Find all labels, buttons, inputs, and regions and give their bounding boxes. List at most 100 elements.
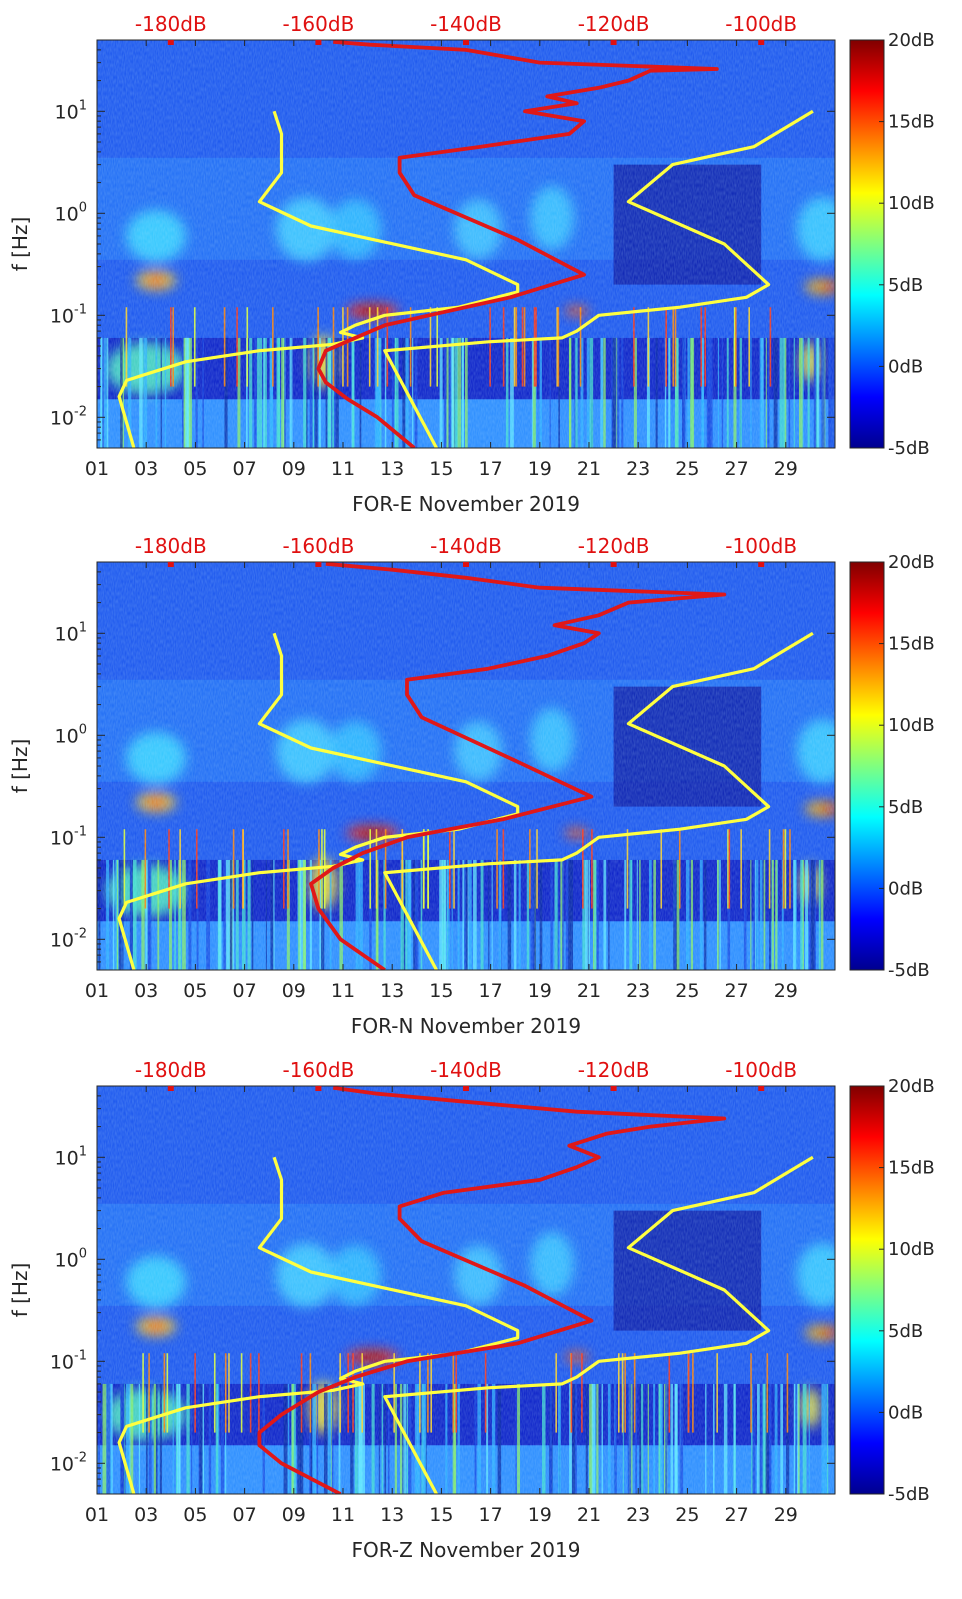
- colorbar-tick-label: 15dB: [888, 112, 935, 133]
- y-tick-label: 10-2: [50, 1450, 87, 1475]
- y-tick-base: 10: [50, 1453, 74, 1475]
- top-db-tick-label: -160dB: [282, 534, 354, 558]
- y-tick-label: 10-1: [50, 302, 87, 327]
- x-tick-label: 11: [331, 1504, 355, 1526]
- x-tick-label: 07: [233, 1504, 257, 1526]
- y-tick-base: 10: [55, 203, 79, 225]
- x-tick-label: 17: [479, 1504, 503, 1526]
- x-axis-label: FOR-Z November 2019: [352, 1538, 581, 1562]
- top-db-tick: [463, 562, 469, 567]
- top-db-tick-label: -180dB: [135, 1058, 207, 1082]
- y-tick-label: 101: [55, 1144, 87, 1169]
- top-db-tick-label: -120dB: [578, 12, 650, 36]
- y-tick-label: 101: [55, 620, 87, 645]
- top-db-tick: [610, 562, 617, 567]
- colorbar-tick-label: 5dB: [888, 797, 923, 818]
- x-tick-label: 27: [725, 458, 749, 480]
- colorbar: [849, 1085, 885, 1495]
- x-tick-label: 21: [577, 458, 601, 480]
- y-tick-label: 10-1: [50, 824, 87, 849]
- colorbar-tick-label: 0dB: [888, 878, 923, 899]
- colorbar-tick-label: 0dB: [888, 1402, 923, 1423]
- x-tick-label: 07: [233, 980, 257, 1002]
- median-psd-curve: [309, 562, 727, 970]
- y-tick-base: 10: [50, 305, 74, 327]
- y-tick-exponent: 0: [79, 1246, 87, 1261]
- top-db-tick-label: -140dB: [430, 534, 502, 558]
- colorbar-tick-label: 0dB: [888, 356, 923, 377]
- top-db-tick: [610, 1086, 617, 1091]
- top-db-tick: [758, 40, 765, 45]
- x-tick-label: 15: [429, 1504, 453, 1526]
- y-tick-base: 10: [55, 1147, 79, 1169]
- x-tick-label: 27: [725, 1504, 749, 1526]
- x-tick-label: 25: [675, 458, 699, 480]
- x-tick-label: 11: [331, 458, 355, 480]
- x-tick-label: 01: [85, 1504, 109, 1526]
- x-tick-label: 17: [479, 458, 503, 480]
- x-tick-label: 05: [183, 1504, 207, 1526]
- y-tick-base: 10: [50, 929, 74, 951]
- top-db-tick-label: -180dB: [135, 12, 207, 36]
- top-db-tick: [167, 562, 174, 567]
- colorbar-tick-label: 5dB: [888, 1321, 923, 1342]
- x-tick-label: 29: [774, 458, 798, 480]
- colorbar: [849, 561, 885, 971]
- y-tick-exponent: -1: [74, 824, 87, 839]
- x-tick-label: 13: [380, 458, 404, 480]
- x-tick-label: 17: [479, 980, 503, 1002]
- x-tick-label: 29: [774, 1504, 798, 1526]
- top-db-tick-label: -120dB: [578, 534, 650, 558]
- x-tick-label: 21: [577, 1504, 601, 1526]
- x-tick-label: 13: [380, 980, 404, 1002]
- top-db-tick: [463, 40, 469, 45]
- noise-model-high-curve: [383, 1155, 814, 1494]
- top-db-tick-label: -180dB: [135, 534, 207, 558]
- noise-model-low-curve: [117, 1156, 520, 1494]
- x-tick-label: 03: [134, 980, 158, 1002]
- y-tick-label: 10-2: [50, 926, 87, 951]
- top-db-tick: [315, 562, 322, 567]
- x-tick-label: 23: [626, 458, 650, 480]
- x-tick-label: 27: [725, 980, 749, 1002]
- x-tick-label: 09: [282, 458, 306, 480]
- noise-grain: [97, 1086, 835, 1494]
- y-tick-base: 10: [55, 725, 79, 747]
- spectrogram-image: [97, 562, 835, 970]
- y-tick-exponent: 1: [79, 1144, 87, 1159]
- x-tick-label: 23: [626, 1504, 650, 1526]
- x-tick-label: 09: [282, 980, 306, 1002]
- y-tick-exponent: -2: [74, 404, 87, 419]
- top-db-tick: [167, 1086, 174, 1091]
- y-tick-label: 100: [55, 200, 87, 225]
- top-db-tick-label: -120dB: [578, 1058, 650, 1082]
- x-tick-label: 05: [183, 980, 207, 1002]
- noise-model-low-curve: [117, 110, 520, 448]
- median-psd-curve: [257, 1086, 727, 1494]
- top-db-tick: [758, 562, 765, 567]
- top-db-tick-label: -160dB: [282, 1058, 354, 1082]
- colorbar-tick-label: -5dB: [888, 1484, 930, 1505]
- colorbar: [849, 39, 885, 449]
- y-tick-label: 10-2: [50, 404, 87, 429]
- x-tick-label: 25: [675, 1504, 699, 1526]
- top-db-tick-label: -100dB: [725, 12, 797, 36]
- x-axis-label: FOR-N November 2019: [351, 1014, 581, 1038]
- colorbar-tick-label: 5dB: [888, 275, 923, 296]
- top-db-tick: [167, 40, 174, 45]
- y-tick-exponent: -1: [74, 302, 87, 317]
- y-axis-label: f [Hz]: [8, 1263, 32, 1318]
- spectrogram-image: [97, 1086, 835, 1494]
- colorbar-tick-label: 15dB: [888, 1158, 935, 1179]
- noise-model-high-curve: [383, 631, 814, 970]
- y-tick-exponent: -1: [74, 1348, 87, 1363]
- noise-model-high-curve: [383, 109, 814, 448]
- colorbar-tick-label: 15dB: [888, 634, 935, 655]
- top-db-tick-label: -100dB: [725, 1058, 797, 1082]
- x-axis-label: FOR-E November 2019: [352, 492, 580, 516]
- colorbar-tick-label: 10dB: [888, 193, 935, 214]
- y-tick-exponent: 1: [79, 620, 87, 635]
- y-tick-base: 10: [50, 1351, 74, 1373]
